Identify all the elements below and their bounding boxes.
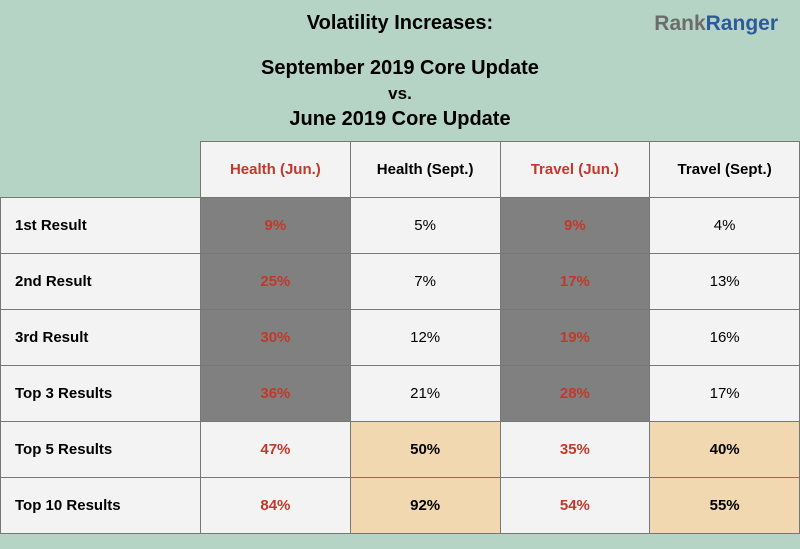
logo-ranger: Ranger — [706, 12, 778, 35]
table-row: Top 10 Results84%92%54%55% — [1, 478, 800, 534]
title-vs: vs. — [0, 84, 800, 104]
table-row: 2nd Result25%7%17%13% — [1, 254, 800, 310]
corner-cell — [1, 142, 201, 198]
logo-rank: Rank — [654, 12, 705, 35]
col-header-0: Health (Jun.) — [201, 142, 351, 198]
cell-1-1: 7% — [350, 254, 500, 310]
cell-1-0: 25% — [201, 254, 351, 310]
table-row: Top 5 Results47%50%35%40% — [1, 422, 800, 478]
row-label: 1st Result — [1, 198, 201, 254]
cell-3-2: 28% — [500, 366, 650, 422]
row-label: Top 5 Results — [1, 422, 201, 478]
cell-5-1: 92% — [350, 478, 500, 534]
volatility-table: Health (Jun.)Health (Sept.)Travel (Jun.)… — [0, 141, 800, 534]
cell-5-2: 54% — [500, 478, 650, 534]
cell-0-1: 5% — [350, 198, 500, 254]
table-row: 3rd Result30%12%19%16% — [1, 310, 800, 366]
cell-2-3: 16% — [650, 310, 800, 366]
cell-3-3: 17% — [650, 366, 800, 422]
cell-0-0: 9% — [201, 198, 351, 254]
rankranger-logo: RankRanger — [654, 12, 778, 36]
cell-2-2: 19% — [500, 310, 650, 366]
table-row: 1st Result9%5%9%4% — [1, 198, 800, 254]
col-header-3: Travel (Sept.) — [650, 142, 800, 198]
cell-4-2: 35% — [500, 422, 650, 478]
cell-2-0: 30% — [201, 310, 351, 366]
col-header-1: Health (Sept.) — [350, 142, 500, 198]
row-label: Top 3 Results — [1, 366, 201, 422]
cell-1-3: 13% — [650, 254, 800, 310]
cell-3-1: 21% — [350, 366, 500, 422]
col-header-2: Travel (Jun.) — [500, 142, 650, 198]
title-sub2: June 2019 Core Update — [0, 108, 800, 131]
cell-4-3: 40% — [650, 422, 800, 478]
row-label: Top 10 Results — [1, 478, 201, 534]
title-sub1: September 2019 Core Update — [0, 57, 800, 80]
cell-4-0: 47% — [201, 422, 351, 478]
cell-2-1: 12% — [350, 310, 500, 366]
table-header-row: Health (Jun.)Health (Sept.)Travel (Jun.)… — [1, 142, 800, 198]
header: Volatility Increases: September 2019 Cor… — [0, 0, 800, 141]
cell-5-0: 84% — [201, 478, 351, 534]
cell-5-3: 55% — [650, 478, 800, 534]
cell-0-2: 9% — [500, 198, 650, 254]
cell-4-1: 50% — [350, 422, 500, 478]
row-label: 2nd Result — [1, 254, 201, 310]
table-body: 1st Result9%5%9%4%2nd Result25%7%17%13%3… — [1, 198, 800, 534]
cell-1-2: 17% — [500, 254, 650, 310]
cell-3-0: 36% — [201, 366, 351, 422]
row-label: 3rd Result — [1, 310, 201, 366]
table-row: Top 3 Results36%21%28%17% — [1, 366, 800, 422]
cell-0-3: 4% — [650, 198, 800, 254]
